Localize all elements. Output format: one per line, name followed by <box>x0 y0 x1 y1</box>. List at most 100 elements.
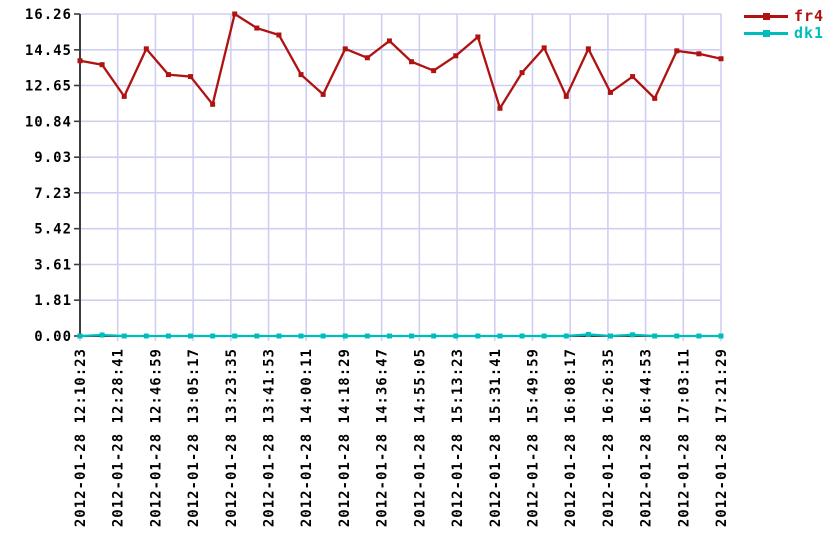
series-line-fr4 <box>79 12 722 112</box>
series-point-fr4 <box>342 46 348 52</box>
legend-label-fr4: fr4 <box>794 7 825 25</box>
chart-legend: fr4 dk1 <box>744 9 824 41</box>
series-point-dk1 <box>77 333 83 339</box>
x-axis-tick-label: 2012-01-28 14:00:11 <box>299 348 315 527</box>
y-axis-tick-label: 9.03 <box>34 150 72 166</box>
y-axis-tick-label: 12.65 <box>25 78 72 94</box>
y-axis-tick-label: 16.26 <box>25 7 72 23</box>
series-point-dk1 <box>99 332 105 338</box>
series-point-dk1 <box>563 333 569 339</box>
series-point-dk1 <box>188 333 194 339</box>
series-point-fr4 <box>718 56 724 62</box>
series-point-fr4 <box>431 68 437 74</box>
series-point-fr4 <box>188 74 194 80</box>
legend-marker-fr4 <box>763 13 770 20</box>
y-axis-tick-label: 7.23 <box>34 186 72 202</box>
series-point-fr4 <box>674 48 680 54</box>
y-axis-tick-label: 1.81 <box>34 293 72 309</box>
series-point-fr4 <box>386 38 392 44</box>
series-point-fr4 <box>696 51 702 57</box>
series-point-fr4 <box>541 45 547 51</box>
x-axis-tick-label: 2012-01-28 12:28:41 <box>111 348 127 527</box>
series-point-fr4 <box>475 34 481 40</box>
series-point-dk1 <box>342 333 348 339</box>
series-point-dk1 <box>607 333 613 339</box>
series-point-dk1 <box>143 333 149 339</box>
x-axis-tick-label: 2012-01-28 16:44:53 <box>639 348 655 527</box>
series-point-fr4 <box>276 32 282 38</box>
series-point-fr4 <box>497 105 503 111</box>
series-point-fr4 <box>630 74 636 80</box>
x-axis-tick-label: 2012-01-28 12:46:59 <box>148 348 164 527</box>
legend-label-dk1: dk1 <box>794 24 825 42</box>
series-point-fr4 <box>320 91 326 97</box>
series-point-dk1 <box>630 332 636 338</box>
series-point-fr4 <box>254 25 260 31</box>
series-point-dk1 <box>232 333 238 339</box>
x-axis-tick-label: 2012-01-28 15:31:41 <box>488 348 504 527</box>
series-point-dk1 <box>320 333 326 339</box>
x-axis-tick-label: 2012-01-28 15:13:23 <box>450 348 466 527</box>
x-axis-tick-label: 2012-01-28 14:18:29 <box>337 348 353 527</box>
series-point-dk1 <box>298 333 304 339</box>
legend-item-dk1: dk1 <box>744 26 824 41</box>
x-axis-tick-label: 2012-01-28 16:26:35 <box>601 348 617 527</box>
series-point-dk1 <box>386 333 392 339</box>
x-axis-tick-label: 2012-01-28 17:21:29 <box>714 348 730 527</box>
x-axis-tick-label: 2012-01-28 14:36:47 <box>375 348 391 527</box>
x-axis-tick-label: 2012-01-28 16:08:17 <box>563 348 579 527</box>
x-axis-tick-label: 2012-01-28 13:05:17 <box>186 348 202 527</box>
series-point-fr4 <box>232 11 238 17</box>
series-point-dk1 <box>696 333 702 339</box>
series-point-dk1 <box>165 333 171 339</box>
legend-marker-dk1 <box>763 30 770 37</box>
y-axis-tick-label: 3.61 <box>34 258 72 274</box>
series-point-fr4 <box>364 55 370 61</box>
series-point-fr4 <box>210 101 216 107</box>
legend-line-sample-icon <box>744 9 788 24</box>
series-point-dk1 <box>585 331 591 337</box>
series-point-dk1 <box>497 333 503 339</box>
series-point-dk1 <box>254 333 260 339</box>
series-point-dk1 <box>718 333 724 339</box>
series-point-fr4 <box>99 62 105 68</box>
series-point-dk1 <box>210 333 216 339</box>
series-point-dk1 <box>121 333 127 339</box>
series-point-fr4 <box>453 53 459 59</box>
series-point-dk1 <box>541 333 547 339</box>
series-point-fr4 <box>143 46 149 52</box>
y-axis-tick-label: 0.00 <box>34 329 72 345</box>
series-point-dk1 <box>276 333 282 339</box>
y-axis-tick-label: 5.42 <box>34 222 72 238</box>
x-axis-tick-label: 2012-01-28 15:49:59 <box>525 348 541 527</box>
series-point-dk1 <box>475 333 481 339</box>
series-point-fr4 <box>652 95 658 101</box>
series-point-fr4 <box>585 46 591 52</box>
x-axis-tick-label: 2012-01-28 13:41:53 <box>262 348 278 527</box>
y-axis-tick-label: 10.84 <box>25 114 72 130</box>
series-point-fr4 <box>298 72 304 78</box>
x-axis-tick-label: 2012-01-28 12:10:23 <box>73 348 89 527</box>
series-point-dk1 <box>453 333 459 339</box>
series-point-fr4 <box>409 59 415 65</box>
series-point-fr4 <box>165 72 171 78</box>
series-point-fr4 <box>519 70 525 76</box>
series-point-dk1 <box>364 333 370 339</box>
series-point-fr4 <box>121 93 127 99</box>
series-point-dk1 <box>431 333 437 339</box>
series-point-dk1 <box>652 333 658 339</box>
series-line-dk1 <box>79 333 721 338</box>
legend-item-fr4: fr4 <box>744 9 824 24</box>
series-point-dk1 <box>409 333 415 339</box>
series-point-fr4 <box>607 89 613 95</box>
series-point-fr4 <box>563 93 569 99</box>
x-axis-tick-label: 2012-01-28 14:55:05 <box>412 348 428 527</box>
x-axis-tick-label: 2012-01-28 13:23:35 <box>224 348 240 527</box>
legend-line-sample-icon <box>744 26 788 41</box>
series-point-dk1 <box>519 333 525 339</box>
series-point-dk1 <box>674 333 680 339</box>
series-point-fr4 <box>77 58 83 64</box>
x-axis-tick-label: 2012-01-28 17:03:11 <box>676 348 692 527</box>
